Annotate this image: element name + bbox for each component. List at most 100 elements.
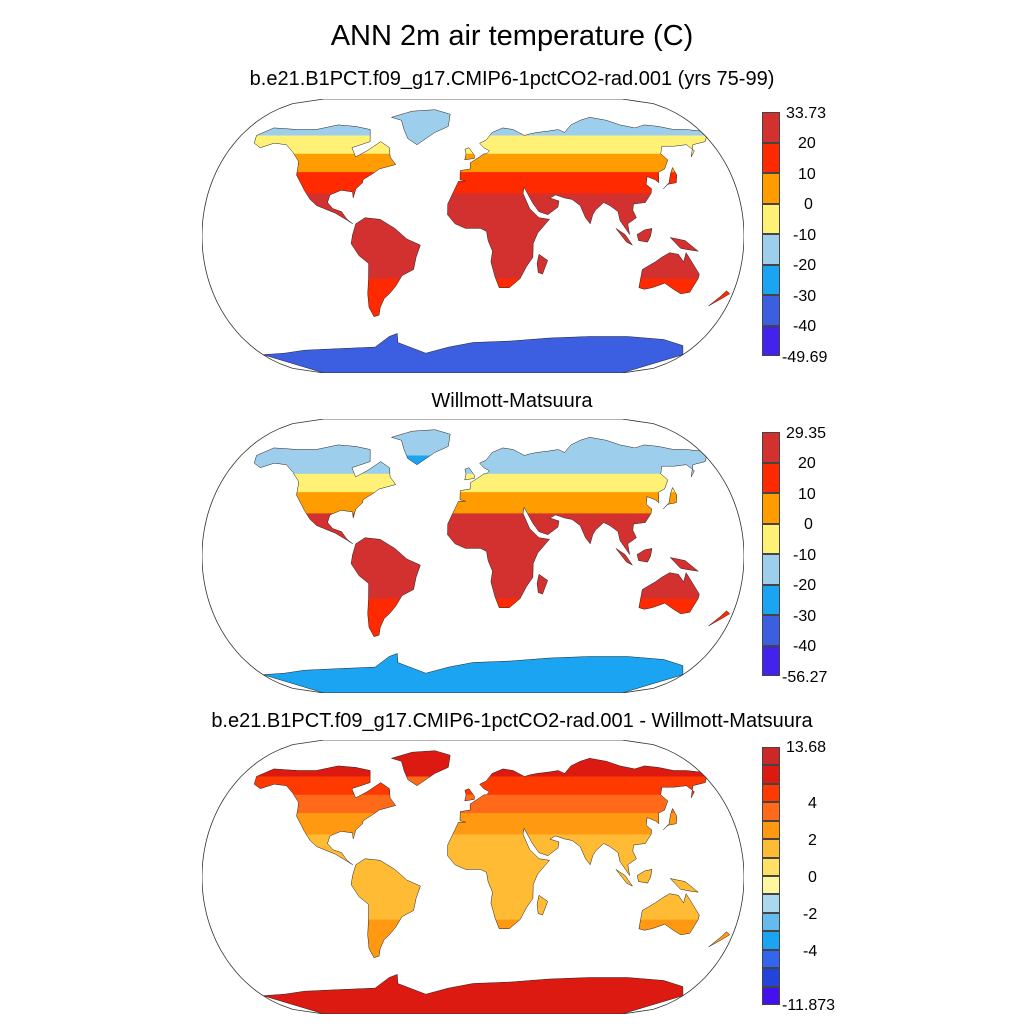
colorbar-observations-label: 10: [798, 486, 816, 503]
colorbar-observations-label: 29.35: [786, 425, 827, 442]
temperature-band-southmid: [202, 279, 744, 328]
coastline-japan: [663, 807, 678, 830]
coastline-greenland: [390, 429, 451, 466]
temperature-band-arctic: [254, 124, 396, 137]
temperature-band-southmid: [202, 920, 744, 969]
temperature-band-southmid: [447, 919, 707, 929]
land-british-isles: [202, 147, 744, 328]
colorbar-model-label: 20: [798, 135, 816, 152]
temperature-band-antarctica: [263, 974, 683, 1014]
temperature-band-southmid: [447, 278, 707, 288]
colorbar-swatch: [762, 524, 780, 554]
temperature-band-boreal: [447, 776, 707, 796]
temperature-band-southmid: [202, 279, 744, 328]
colorbar-model-label: 33.73: [786, 105, 827, 122]
colorbar-swatch: [762, 894, 780, 913]
temperature-band-southmid: [202, 599, 744, 648]
coastline-borneo: [636, 228, 653, 243]
coastline-greenland: [390, 750, 451, 787]
coastline-borneo: [636, 869, 653, 884]
temperature-band-boreal: [391, 776, 451, 786]
temperature-band-southmid: [351, 278, 421, 317]
panel-title-model: b.e21.B1PCT.f09_g17.CMIP6-1pctCO2-rad.00…: [249, 68, 775, 90]
colorbar-observations-label: 0: [804, 516, 813, 533]
colorbar-swatch: [762, 876, 780, 894]
temperature-band-antarctica: [263, 333, 683, 373]
colorbar-swatch: [762, 265, 780, 295]
colorbar-swatch: [762, 295, 780, 326]
coastline-new-zealand: [708, 931, 731, 948]
colorbar-swatch: [762, 747, 780, 765]
temperature-band-southmid: [202, 279, 744, 328]
panel-title-difference: b.e21.B1PCT.f09_g17.CMIP6-1pctCO2-rad.00…: [211, 710, 813, 732]
colorbar-swatch: [762, 931, 780, 950]
coastline-australia: [638, 893, 700, 936]
colorbar-swatch: [762, 987, 780, 1005]
coastline-antarctica: [263, 333, 684, 373]
temperature-band-southmid: [202, 599, 744, 648]
coastline-south-america: [350, 217, 421, 318]
temperature-band-southmid: [202, 920, 744, 969]
temperature-band-southmid: [202, 599, 744, 648]
land-british-isles: [202, 467, 744, 648]
temperature-band-southmid: [202, 279, 744, 328]
land-madagascar: [537, 895, 548, 916]
colorbar-swatch: [762, 950, 780, 968]
temperature-band-southmid: [202, 279, 744, 328]
colorbar-model-label: 0: [804, 196, 813, 213]
coastline-afro-eurasia: [447, 437, 707, 608]
temperature-band-southmid: [202, 599, 744, 648]
colorbar-model-label: 10: [798, 166, 816, 183]
temperature-band-southmid: [202, 279, 744, 328]
coastline-british-isles: [464, 467, 475, 481]
colorbar-swatch: [762, 463, 780, 493]
coastline-greenland: [390, 109, 451, 146]
colorbar-observations-label: -40: [793, 638, 817, 655]
temperature-band-boreal: [447, 455, 707, 475]
coastline-australia: [638, 252, 700, 295]
temperature-band-southmid: [202, 920, 744, 969]
colorbar-swatch: [762, 615, 780, 646]
colorbar-model-label: -20: [793, 257, 817, 274]
coastline-british-isles: [464, 147, 475, 161]
temperature-band-arctic: [254, 444, 396, 457]
temperature-band-southmid: [202, 279, 744, 328]
map-model: [202, 99, 744, 373]
temperature-band-temperate: [447, 172, 707, 194]
temperature-band-southmid: [202, 599, 744, 648]
panel-title-observations: Willmott-Matsuura: [431, 390, 593, 412]
coastline-north-america: [253, 765, 397, 866]
temperature-band-boreal: [391, 135, 451, 145]
coastline-sumatra: [615, 869, 633, 887]
temperature-band-southmid: [202, 599, 744, 648]
colorbar-model-label: -40: [793, 318, 817, 335]
temperature-band-southmid: [708, 610, 730, 626]
temperature-band-southmid: [351, 919, 421, 958]
coastline-japan: [663, 166, 678, 189]
temperature-band-southmid: [202, 599, 744, 648]
colorbar-swatch: [762, 784, 780, 802]
coastline-japan: [663, 486, 678, 509]
coastline-borneo: [636, 548, 653, 563]
colorbar-swatch: [762, 913, 780, 931]
colorbar-difference-label: 13.68: [786, 739, 827, 756]
colorbar-swatch: [762, 554, 780, 585]
coastline-madagascar: [536, 573, 549, 595]
temperature-band-northmid: [464, 153, 475, 160]
colorbar-swatch: [762, 858, 780, 876]
coastline-afro-eurasia: [447, 758, 707, 929]
colorbar-swatch: [762, 802, 780, 821]
colorbar-difference-label: 4: [808, 795, 817, 812]
colorbar-difference-label: -4: [803, 943, 818, 960]
coastline-british-isles: [464, 788, 475, 802]
colorbar-swatch: [762, 493, 780, 524]
coastline-new-guinea: [669, 237, 700, 252]
coastline-north-america: [253, 124, 397, 225]
temperature-band-boreal: [447, 135, 707, 155]
temperature-band-tropics: [537, 574, 548, 595]
temperature-band-southmid: [202, 920, 744, 969]
colorbar-swatch: [762, 765, 780, 784]
colorbar-swatch: [762, 326, 780, 356]
temperature-band-southmid: [202, 599, 744, 648]
temperature-band-southmid: [708, 290, 730, 306]
